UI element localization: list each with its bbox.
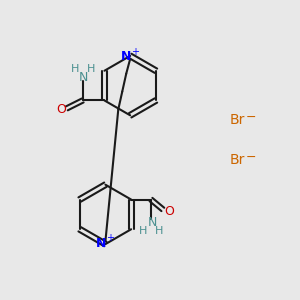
Text: O: O — [56, 103, 66, 116]
Text: H: H — [70, 64, 79, 74]
Text: N: N — [79, 71, 88, 84]
Text: H: H — [139, 226, 147, 236]
Text: +: + — [106, 233, 114, 243]
Text: O: O — [164, 205, 174, 218]
Text: N: N — [121, 50, 131, 63]
Text: Br: Br — [229, 153, 244, 167]
Text: N: N — [147, 216, 157, 229]
Text: Br: Br — [229, 113, 244, 127]
Text: −: − — [246, 150, 256, 164]
Text: +: + — [131, 47, 139, 57]
Text: H: H — [86, 64, 95, 74]
Text: H: H — [155, 226, 163, 236]
Text: N: N — [96, 237, 106, 250]
Text: −: − — [246, 111, 256, 124]
